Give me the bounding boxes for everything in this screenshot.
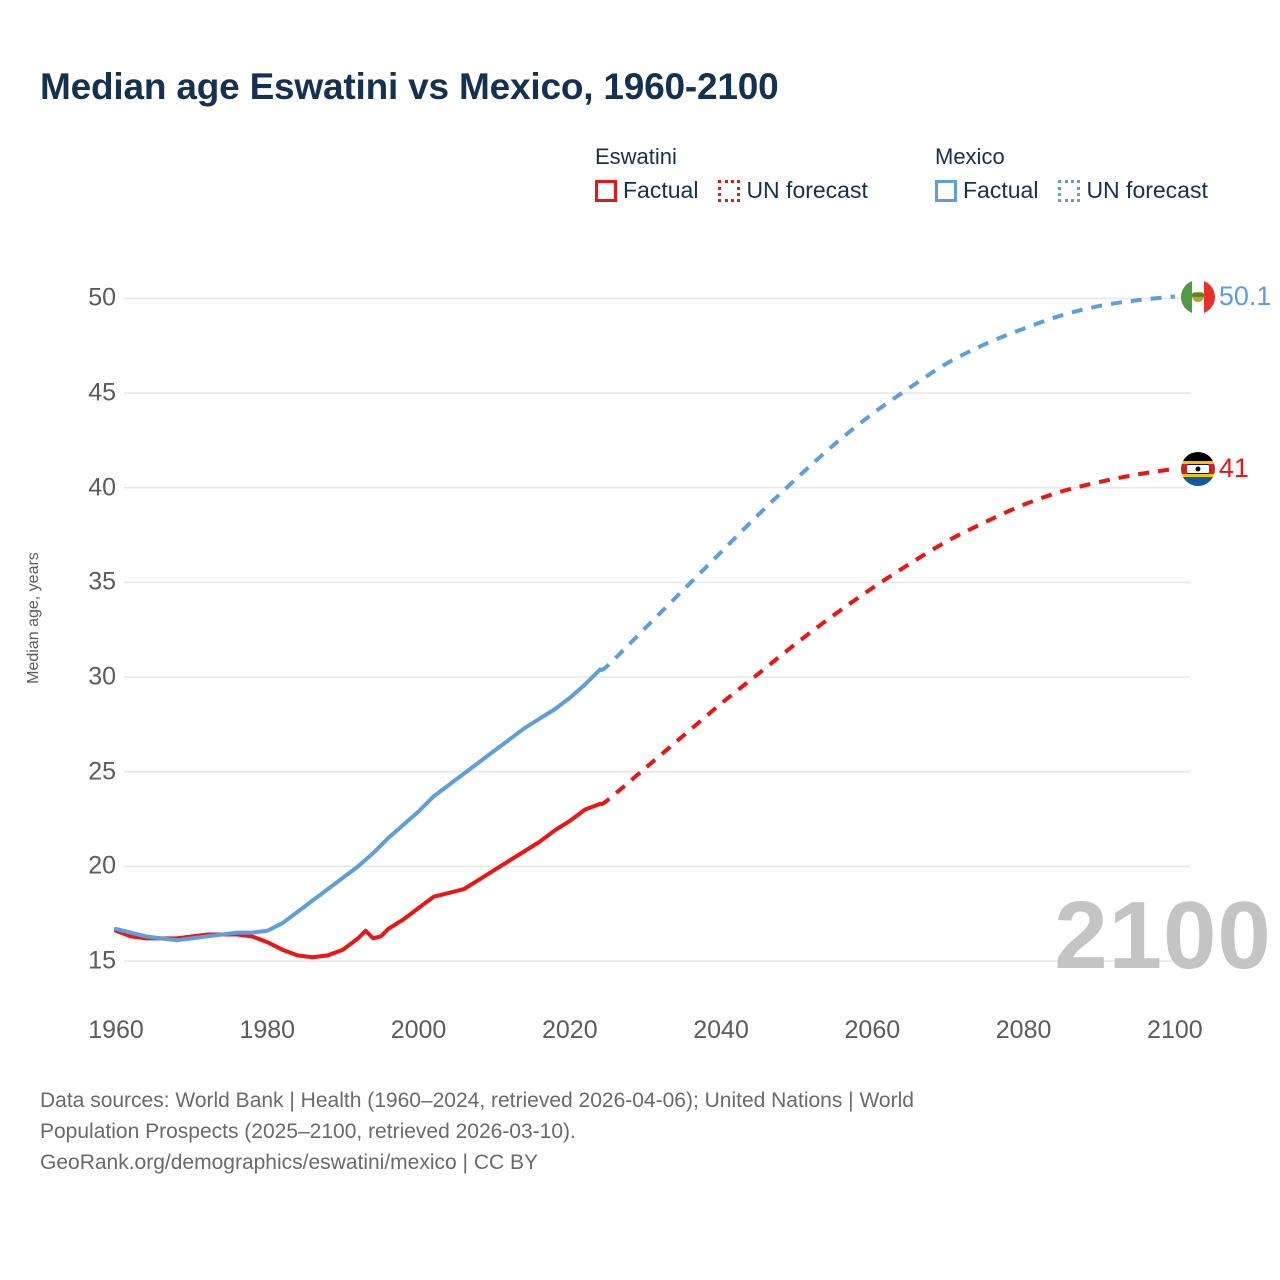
legend-group-mexico: Mexico Factual UN forecast	[935, 144, 1208, 204]
y-axis-tick-label: 30	[88, 662, 116, 691]
x-axis-tick-label: 1980	[239, 1016, 296, 1044]
legend-item-mexico-factual[interactable]: Factual	[935, 177, 1038, 204]
legend-item-mexico-forecast[interactable]: UN forecast	[1058, 177, 1208, 204]
x-axis-tick-label: 1960	[88, 1016, 144, 1044]
series-line-factual-eswatini	[114, 801, 603, 960]
footer-line-3: GeoRank.org/demographics/eswatini/mexico…	[40, 1151, 539, 1175]
endpoint-value: 41	[1218, 453, 1249, 484]
endpoint-label-eswatini: 41	[1180, 451, 1249, 486]
series-line-factual-mexico	[114, 667, 603, 943]
x-axis-tick-label: 2080	[995, 1016, 1052, 1044]
y-axis-ticks: 15 20 25 30 35 40 45 50	[0, 0, 116, 1280]
legend-swatch-dotted-icon	[718, 179, 741, 202]
y-axis-tick-label: 35	[88, 567, 116, 596]
legend-item-eswatini-factual[interactable]: Factual	[595, 177, 698, 204]
legend-country-label: Mexico	[935, 144, 1005, 169]
legend-item-label: UN forecast	[746, 177, 868, 203]
y-axis-tick-label: 15	[88, 946, 116, 975]
chart-legend: Eswatini Factual UN forecast Mexico Fact…	[595, 144, 1255, 224]
legend-swatch-dotted-icon	[1058, 179, 1081, 202]
y-axis-tick-label: 50	[88, 283, 116, 312]
legend-item-label: UN forecast	[1086, 177, 1208, 203]
legend-swatch-solid-icon	[595, 179, 617, 202]
x-axis-tick-label: 2040	[693, 1016, 749, 1044]
legend-country-label: Eswatini	[595, 144, 677, 169]
x-axis-tick-label: 2060	[844, 1016, 901, 1044]
x-axis-tick-label: 2020	[541, 1016, 598, 1044]
footer-line-2: Population Prospects (2025–2100, retriev…	[40, 1120, 576, 1144]
series-line-forecast-eswatini	[599, 466, 1176, 807]
endpoint-label-mexico: 50.1	[1180, 279, 1272, 314]
legend-swatch-solid-icon	[935, 179, 957, 202]
x-axis-tick-label: 2100	[1147, 1016, 1203, 1044]
y-axis-tick-label: 20	[88, 851, 116, 880]
y-axis-tick-label: 45	[88, 378, 116, 407]
x-axis-tick-label: 2000	[390, 1016, 447, 1044]
series-line-forecast-mexico	[598, 294, 1176, 672]
footer-line-1: Data sources: World Bank | Health (1960–…	[40, 1089, 914, 1112]
legend-group-eswatini: Eswatini Factual UN forecast	[595, 144, 868, 204]
legend-item-label: Factual	[963, 177, 1039, 203]
legend-item-eswatini-forecast[interactable]: UN forecast	[718, 177, 868, 204]
eswatini-flag-icon	[1180, 451, 1215, 486]
mexico-flag-icon	[1180, 279, 1215, 314]
footer-sources: Data sources: World Bank | Health (1960–…	[40, 1085, 1220, 1178]
legend-item-label: Factual	[623, 177, 699, 203]
y-axis-tick-label: 25	[88, 757, 116, 786]
endpoint-value: 50.1	[1218, 281, 1272, 311]
y-axis-tick-label: 40	[88, 473, 116, 502]
page-title: Median age Eswatini vs Mexico, 1960-2100	[40, 66, 779, 107]
